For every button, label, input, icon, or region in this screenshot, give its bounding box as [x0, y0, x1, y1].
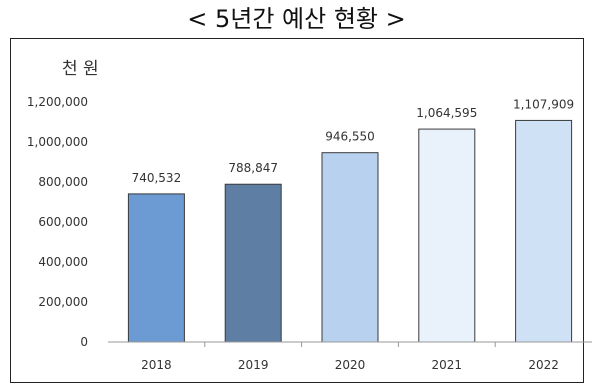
x-tick-label-2020: 2020 — [335, 358, 366, 372]
y-tick-label: 1,200,000 — [27, 95, 88, 109]
chart-title: < 5년간 예산 현황 > — [187, 5, 406, 33]
y-tick-label: 800,000 — [38, 175, 88, 189]
y-tick-label: 400,000 — [38, 255, 88, 269]
y-tick-label: 1,000,000 — [27, 135, 88, 149]
y-tick-label: 600,000 — [38, 215, 88, 229]
data-label-2021: 1,064,595 — [416, 106, 477, 120]
y-tick-label: 200,000 — [38, 295, 88, 309]
data-label-2019: 788,847 — [228, 161, 278, 175]
bar-2019 — [224, 183, 282, 343]
data-label-2020: 946,550 — [325, 130, 375, 144]
bar-2020 — [321, 152, 379, 343]
bar-2018 — [127, 193, 185, 343]
y-axis-unit-label: 천 원 — [62, 59, 99, 79]
x-tick-label-2022: 2022 — [528, 358, 559, 372]
y-tick-label: 0 — [80, 335, 88, 349]
x-tick-label-2019: 2019 — [238, 358, 269, 372]
data-label-2022: 1,107,909 — [513, 97, 574, 111]
chart-frame — [10, 38, 584, 383]
bar-2022 — [515, 119, 573, 343]
x-tick-label-2018: 2018 — [141, 358, 172, 372]
data-label-2018: 740,532 — [132, 171, 182, 185]
bar-2021 — [418, 128, 476, 343]
x-tick-label-2021: 2021 — [432, 358, 463, 372]
